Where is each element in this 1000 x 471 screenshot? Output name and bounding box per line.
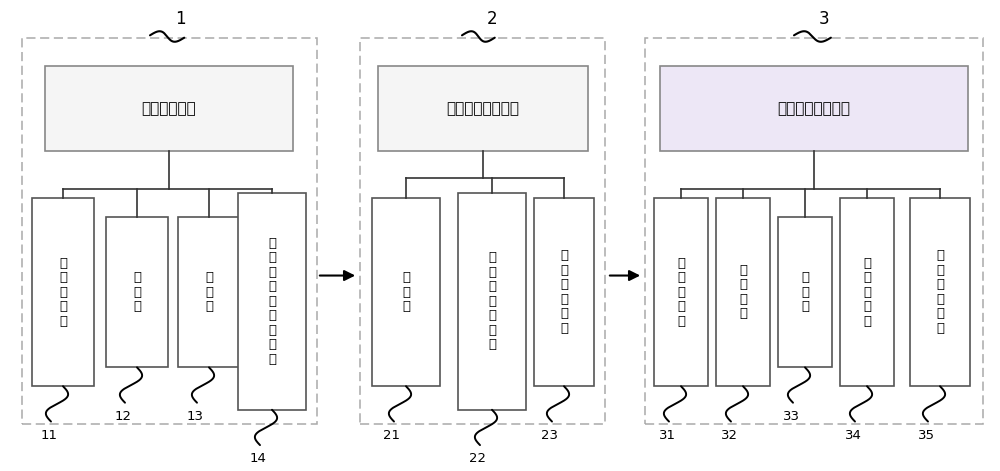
Text: 血管寻的模块: 血管寻的模块: [142, 101, 196, 116]
Bar: [645, 38, 983, 424]
Bar: [840, 198, 894, 386]
Bar: [910, 198, 970, 386]
Text: 反
射
聚
焦
镜: 反 射 聚 焦 镜: [677, 257, 685, 327]
Text: 照
明
灯: 照 明 灯: [133, 271, 141, 313]
Text: 滤
光
片: 滤 光 片: [801, 271, 809, 313]
Text: 1: 1: [175, 10, 186, 28]
Text: 11: 11: [40, 429, 58, 442]
Text: 31: 31: [658, 429, 676, 442]
Bar: [106, 217, 168, 367]
Text: 22: 22: [470, 452, 486, 465]
Text: 14: 14: [250, 452, 266, 465]
Text: 激光聚焦投射模块: 激光聚焦投射模块: [446, 101, 520, 116]
Bar: [238, 193, 306, 410]
Text: 摄
像
头: 摄 像 头: [205, 271, 213, 313]
Text: 信号检测分析模块: 信号检测分析模块: [778, 101, 850, 116]
Bar: [660, 66, 968, 151]
Text: 32: 32: [720, 429, 738, 442]
Text: 扫
描
振
镜
驱
动
器: 扫 描 振 镜 驱 动 器: [488, 252, 496, 351]
Bar: [22, 38, 317, 424]
Text: 33: 33: [782, 410, 800, 423]
Text: 激
光
器: 激 光 器: [402, 271, 410, 313]
Bar: [716, 198, 770, 386]
Bar: [378, 66, 588, 151]
Text: 34: 34: [845, 429, 861, 442]
Bar: [654, 198, 708, 386]
Text: 聚
焦
透
镜: 聚 焦 透 镜: [739, 264, 747, 320]
Bar: [778, 217, 832, 367]
Text: 眼
珠
导
引
灯: 眼 珠 导 引 灯: [59, 257, 67, 327]
Text: 21: 21: [384, 429, 400, 442]
Text: 3: 3: [819, 10, 830, 28]
Bar: [372, 198, 440, 386]
Text: 血
管
识
别
与
定
位
模
块: 血 管 识 别 与 定 位 模 块: [268, 237, 276, 366]
Text: 两
个
扫
描
振
镜: 两 个 扫 描 振 镜: [560, 249, 568, 335]
Bar: [360, 38, 605, 424]
Text: 35: 35: [917, 429, 934, 442]
Bar: [458, 193, 526, 410]
Text: 2: 2: [487, 10, 498, 28]
Text: 12: 12: [114, 410, 132, 423]
Bar: [32, 198, 94, 386]
Text: 13: 13: [186, 410, 204, 423]
Bar: [534, 198, 594, 386]
Text: 拉
曼
光
谱
仪: 拉 曼 光 谱 仪: [863, 257, 871, 327]
Bar: [178, 217, 240, 367]
Bar: [45, 66, 293, 151]
Text: 23: 23: [541, 429, 558, 442]
Text: 分
析
显
示
模
块: 分 析 显 示 模 块: [936, 249, 944, 335]
